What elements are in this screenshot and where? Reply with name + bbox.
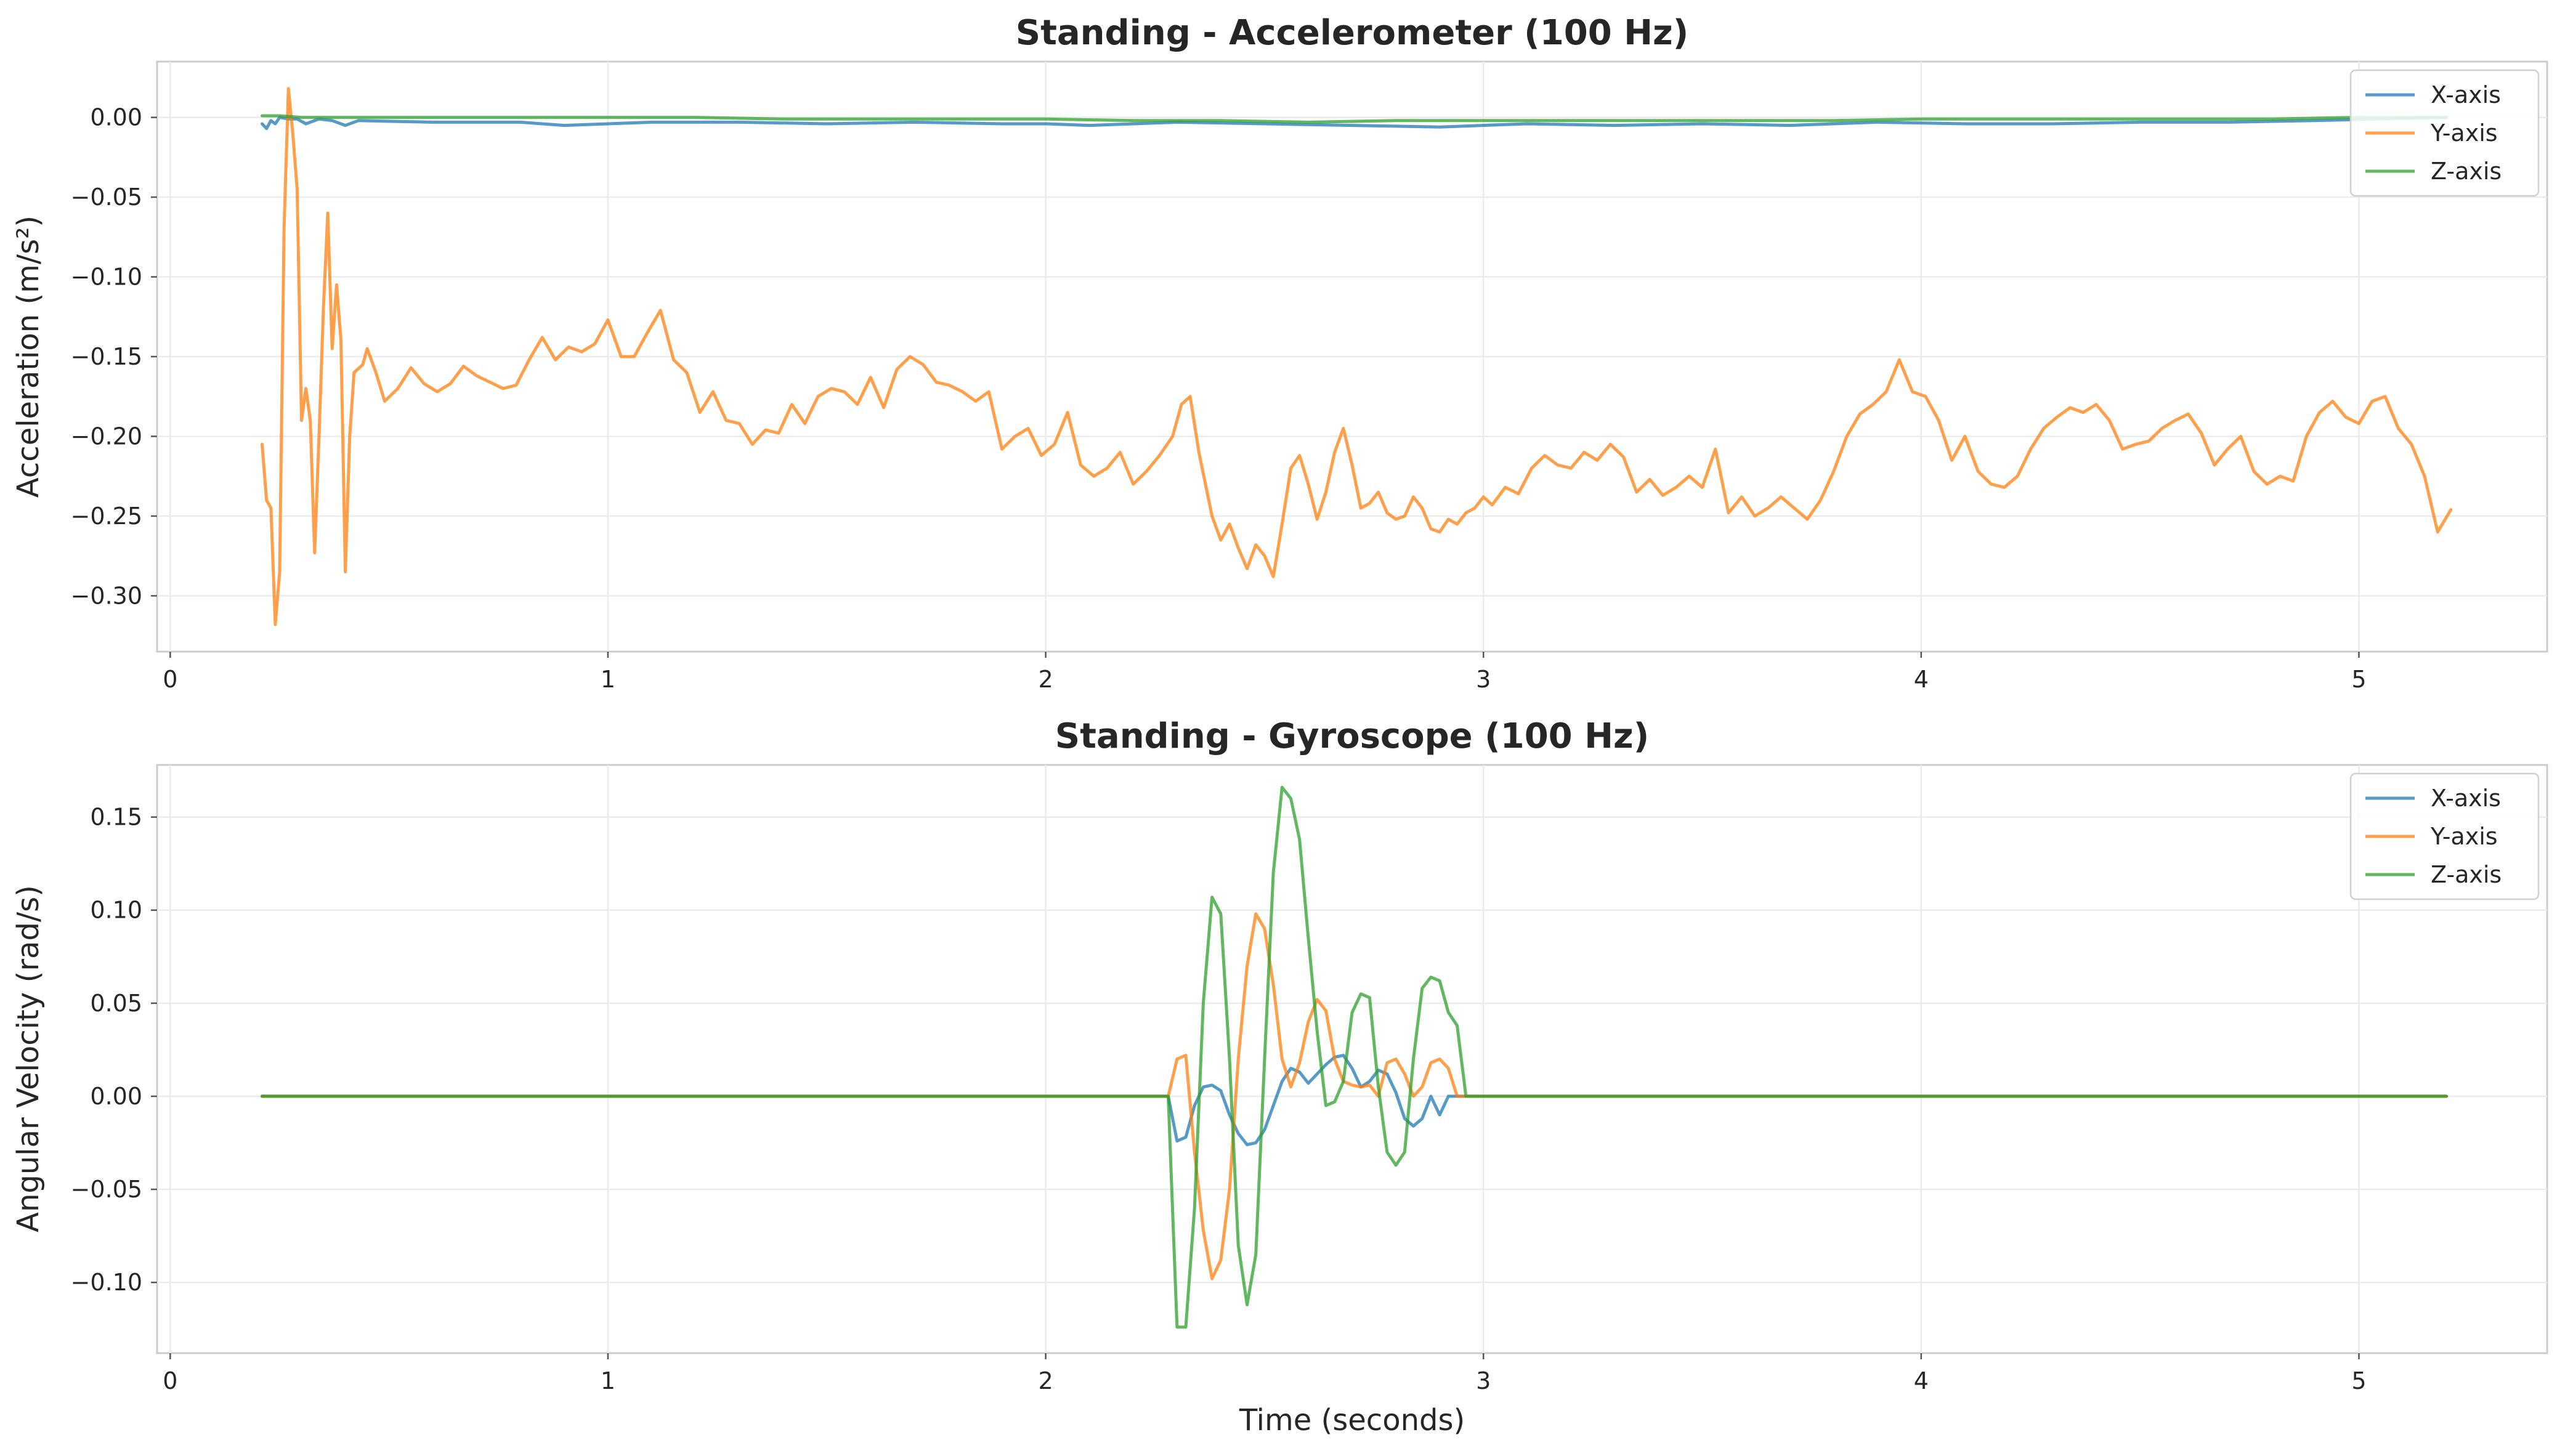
- accelerometer-panel: 0 1 2 3 4 5 0.00 −0.05 −0.10 −0.15 −0.20 −0.25 −0.3…: [11, 13, 2548, 693]
- series-line-y-axis: [261, 912, 2449, 1280]
- x-tick-label: 4: [1914, 1367, 1929, 1394]
- x-tick-label: 0: [163, 1367, 177, 1394]
- plot-area: [156, 764, 2548, 1354]
- grid-lines: [151, 765, 2547, 1359]
- y-tick-label: −0.10: [71, 1269, 142, 1296]
- x-tick-label: 0: [163, 666, 177, 693]
- y-tick-label: −0.05: [71, 1176, 142, 1203]
- y-tick-label: −0.10: [71, 264, 142, 291]
- series-line-y-axis: [261, 87, 2453, 626]
- y-tick-label: 0.15: [90, 804, 142, 831]
- series-line-z-axis: [261, 785, 2449, 1329]
- x-tick-labels: 0 1 2 3 4 5: [163, 1367, 2366, 1394]
- legend-label: Z-axis: [2431, 158, 2502, 185]
- y-tick-label: 0.00: [90, 1083, 142, 1110]
- legend: X-axis Y-axis Z-axis: [2349, 69, 2540, 197]
- legend-label: X-axis: [2431, 81, 2501, 108]
- x-tick-label: 5: [2351, 666, 2366, 693]
- y-tick-label: −0.20: [71, 423, 142, 450]
- series-lines: [261, 785, 2449, 1329]
- gyroscope-panel: 0 1 2 3 4 5 0.15 0.10 0.05 0.00 −0.05 −0.10 Standi…: [11, 716, 2548, 1438]
- x-tick-label: 2: [1038, 1367, 1053, 1394]
- legend-label: Y-axis: [2430, 823, 2498, 850]
- y-tick-labels: 0.15 0.10 0.05 0.00 −0.05 −0.10: [71, 804, 142, 1296]
- x-tick-label: 4: [1914, 666, 1929, 693]
- legend-box: [2349, 69, 2540, 197]
- legend-label: Y-axis: [2430, 119, 2498, 147]
- legend-label: Z-axis: [2431, 861, 2502, 888]
- x-tick-label: 1: [601, 1367, 615, 1394]
- series-line-x-axis: [261, 116, 2449, 131]
- y-tick-labels: 0.00 −0.05 −0.10 −0.15 −0.20 −0.25 −0.30: [71, 104, 142, 610]
- legend-box: [2349, 772, 2540, 900]
- chart-title: Standing - Gyroscope (100 Hz): [1055, 716, 1649, 756]
- x-axis-label: Time (seconds): [1239, 1403, 1465, 1438]
- x-tick-label: 1: [601, 666, 615, 693]
- series-lines: [261, 87, 2453, 626]
- x-tick-label: 3: [1476, 666, 1491, 693]
- legend: X-axis Y-axis Z-axis: [2349, 772, 2540, 900]
- y-tick-label: 0.00: [90, 104, 142, 131]
- y-tick-label: −0.30: [71, 582, 142, 609]
- y-tick-label: −0.15: [71, 343, 142, 370]
- x-tick-label: 3: [1476, 1367, 1491, 1394]
- y-axis-label: Acceleration (m/s²): [11, 216, 46, 498]
- y-tick-label: 0.10: [90, 897, 142, 924]
- x-tick-label: 2: [1038, 666, 1053, 693]
- series-line-z-axis: [261, 114, 2449, 124]
- y-tick-label: −0.05: [71, 184, 142, 211]
- chart-title: Standing - Accelerometer (100 Hz): [1016, 13, 1688, 53]
- x-tick-labels: 0 1 2 3 4 5: [163, 666, 2366, 693]
- legend-label: X-axis: [2431, 785, 2501, 812]
- y-axis-label: Angular Velocity (rad/s): [11, 885, 46, 1232]
- x-tick-label: 5: [2351, 1367, 2366, 1394]
- series-line-x-axis: [261, 1054, 2449, 1146]
- y-tick-label: 0.05: [90, 990, 142, 1017]
- y-tick-label: −0.25: [71, 503, 142, 530]
